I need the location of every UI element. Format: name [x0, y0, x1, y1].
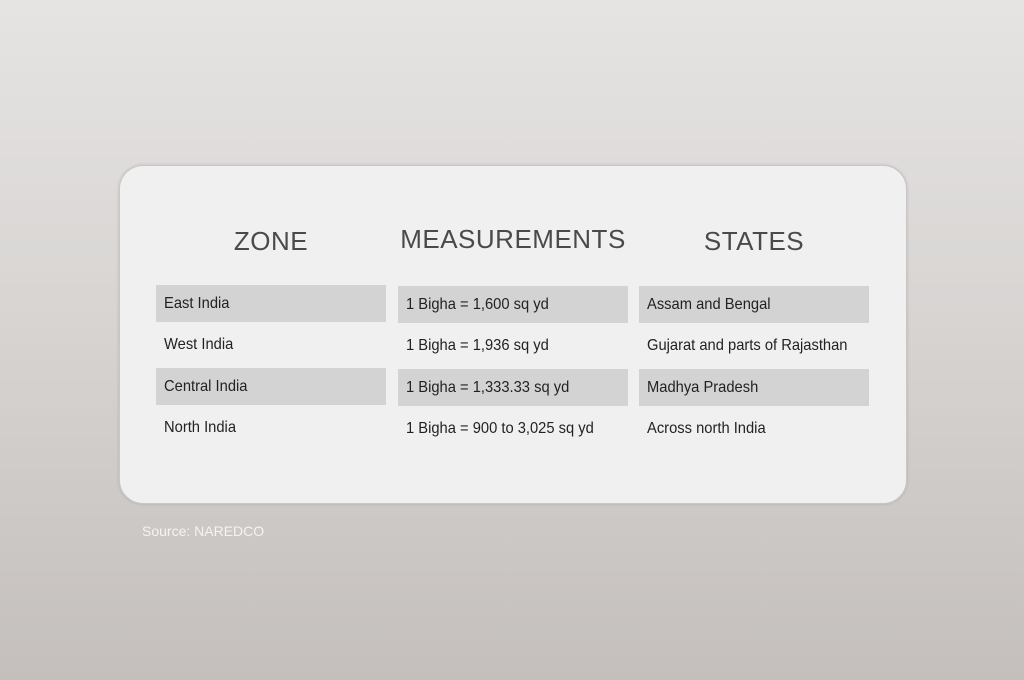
source-note: Source: NAREDCO [142, 523, 265, 539]
bigha-table-card: ZONE East India West India Central India… [119, 165, 907, 504]
table-cell: 1 Bigha = 1,333.33 sq yd [398, 369, 628, 406]
header-states: STATES [703, 226, 805, 256]
header-zone: ZONE [233, 226, 309, 256]
table-cell: Central India [156, 368, 386, 405]
table-cell: 1 Bigha = 1,936 sq yd [406, 337, 549, 354]
table-cell: North India [164, 419, 237, 436]
table-cell: Gujarat and parts of Rajasthan [647, 337, 848, 354]
header-measurements: MEASUREMENTS [400, 224, 626, 254]
table-cell: 1 Bigha = 900 to 3,025 sq yd [406, 420, 594, 437]
table-cell: Madhya Pradesh [639, 369, 869, 406]
table-cell: Across north India [647, 420, 766, 437]
table-cell: Assam and Bengal [639, 286, 869, 323]
table-cell: East India [156, 285, 386, 322]
table-cell: 1 Bigha = 1,600 sq yd [398, 286, 628, 323]
table-cell: West India [164, 336, 234, 353]
